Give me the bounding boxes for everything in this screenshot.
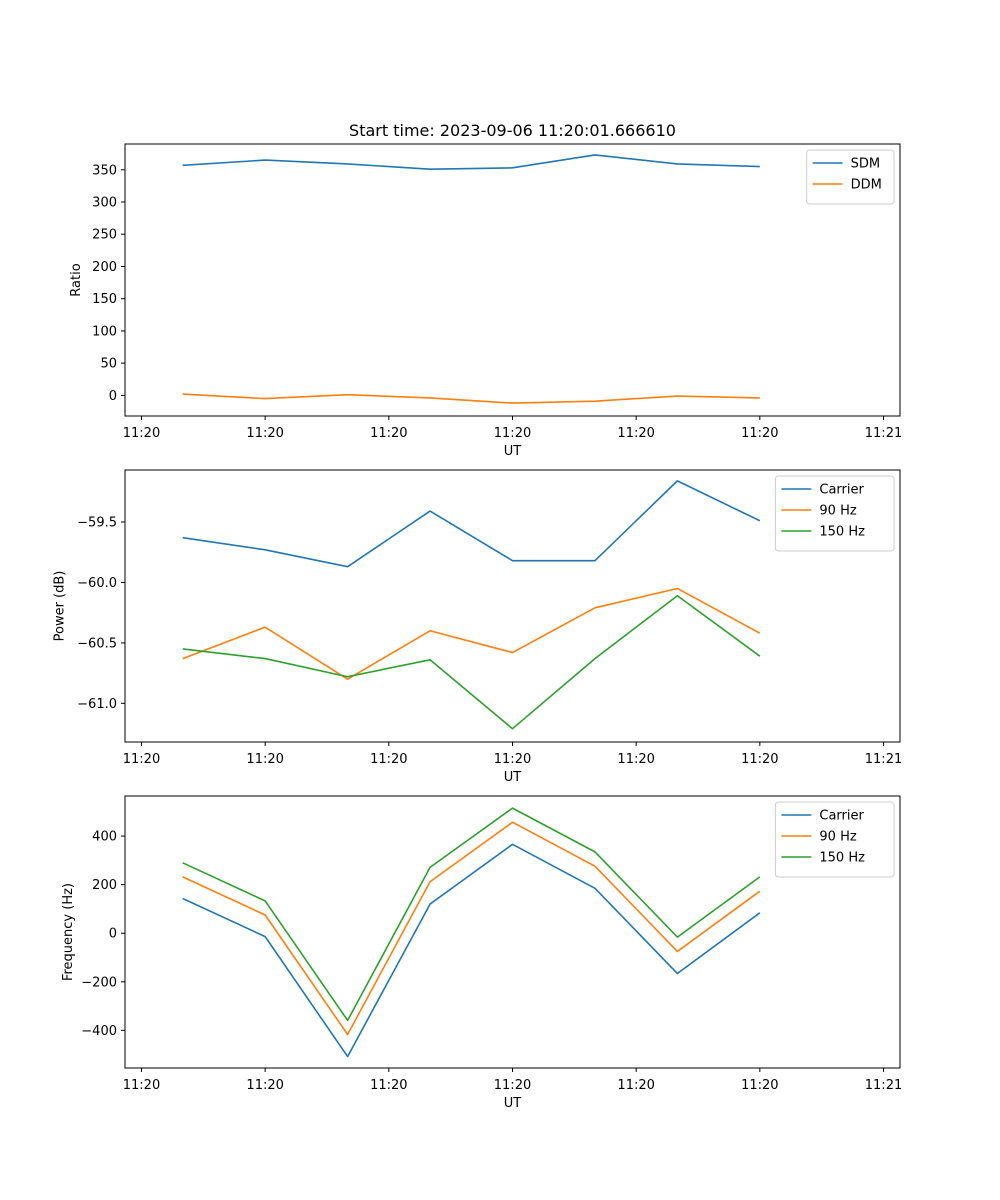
frequency-legend-label-150-hz: 150 Hz (819, 851, 865, 866)
power-y-tick-label: −60.5 (77, 636, 117, 651)
panels: 11:20 11:20 11:20 11:20 11:20 11:20 11:21 UT 0 50… (53, 143, 902, 1111)
ratio-y-tick-label: 200 (92, 260, 117, 275)
power-y-tick-label: −61.0 (77, 697, 117, 712)
frequency-legend-box (774, 801, 895, 878)
power-panel: 11:20 11:20 11:20 11:20 11:20 11:20 11:21 UT −61… (53, 469, 902, 785)
power-series-90-hz-line (182, 587, 761, 680)
power-x-tick-label: 11:20 (617, 752, 654, 767)
ratio-y-tick-label: 300 (92, 196, 117, 211)
power-x-tick-label: 11:20 (494, 752, 531, 767)
frequency-legend-label-90-hz: 90 Hz (819, 830, 856, 845)
power-x-tick-label: 11:20 (246, 752, 283, 767)
frequency-legend-label-carrier: Carrier (819, 809, 864, 824)
frequency-series-150-hz-line (182, 807, 761, 1022)
frequency-x-tick-label: 11:20 (246, 1078, 283, 1093)
ratio-x-tick-label: 11:20 (246, 426, 283, 441)
ratio-panel: 11:20 11:20 11:20 11:20 11:20 11:20 11:21 UT 0 50… (69, 143, 902, 459)
ratio-y-tick-label: 50 (100, 357, 117, 372)
frequency-y-tick-label: −400 (81, 1024, 117, 1039)
power-legend-label-90-hz: 90 Hz (819, 504, 856, 519)
ratio-x-tick-label: 11:21 (865, 426, 902, 441)
ratio-x-tick-label: 11:20 (617, 426, 654, 441)
power-x-tick-label: 11:20 (370, 752, 407, 767)
power-legend-box (774, 475, 895, 552)
frequency-y-tick-label: 400 (92, 830, 117, 845)
power-legend-label-150-hz: 150 Hz (819, 525, 865, 540)
power-x-tick-label: 11:21 (865, 752, 902, 767)
frequency-x-tick-label: 11:20 (494, 1078, 531, 1093)
ratio-x-axis-label: UT (504, 444, 522, 459)
ratio-y-axis-label: Ratio (69, 263, 84, 296)
frequency-y-axis-label: Frequency (Hz) (61, 883, 76, 981)
ratio-y-tick-label: 100 (92, 324, 117, 339)
power-legend: Carrier 90 Hz 150 Hz (774, 475, 895, 552)
ratio-x-tick-label: 11:20 (741, 426, 778, 441)
frequency-legend: Carrier 90 Hz 150 Hz (774, 801, 895, 878)
ratio-x-tick-label: 11:20 (370, 426, 407, 441)
power-series-carrier-line (182, 480, 761, 568)
ratio-y-tick-label: 0 (109, 389, 117, 404)
frequency-x-tick-label: 11:20 (741, 1078, 778, 1093)
power-legend-label-carrier: Carrier (819, 483, 864, 498)
frequency-x-tick-label: 11:20 (370, 1078, 407, 1093)
frequency-y-tick-label: 200 (92, 878, 117, 893)
ratio-series-ddm-line (182, 393, 760, 404)
frequency-x-axis-label: UT (504, 1096, 522, 1111)
frequency-y-tick-label: 0 (109, 927, 117, 942)
ratio-x-tick-label: 11:20 (123, 426, 160, 441)
ratio-legend-label-ddm: DDM (851, 178, 882, 193)
power-x-tick-label: 11:20 (123, 752, 160, 767)
frequency-series-carrier-line (182, 843, 761, 1058)
power-x-tick-label: 11:20 (741, 752, 778, 767)
frequency-y-tick-label: −200 (81, 975, 117, 990)
power-y-tick-label: −59.5 (77, 515, 117, 530)
power-y-tick-label: −60.0 (77, 576, 117, 591)
ratio-y-tick-label: 150 (92, 292, 117, 307)
ratio-series-sdm-line (182, 154, 760, 170)
frequency-x-tick-label: 11:20 (617, 1078, 654, 1093)
frequency-x-tick-label: 11:21 (865, 1078, 902, 1093)
frequency-series-90-hz-line (182, 821, 761, 1036)
ratio-y-tick-label: 350 (92, 163, 117, 178)
ratio-x-tick-label: 11:20 (494, 426, 531, 441)
ratio-legend-label-sdm: SDM (851, 157, 880, 172)
chart-title: Start time: 2023-09-06 11:20:01.666610 (349, 121, 676, 140)
power-y-axis-label: Power (dB) (53, 571, 68, 642)
power-x-axis-label: UT (504, 770, 522, 785)
power-series-150-hz-line (182, 594, 761, 730)
frequency-panel: 11:20 11:20 11:20 11:20 11:20 11:20 11:21 UT −40… (61, 795, 902, 1111)
ratio-legend: SDM DDM (806, 149, 895, 205)
frequency-x-tick-label: 11:20 (123, 1078, 160, 1093)
ratio-y-tick-label: 250 (92, 228, 117, 243)
